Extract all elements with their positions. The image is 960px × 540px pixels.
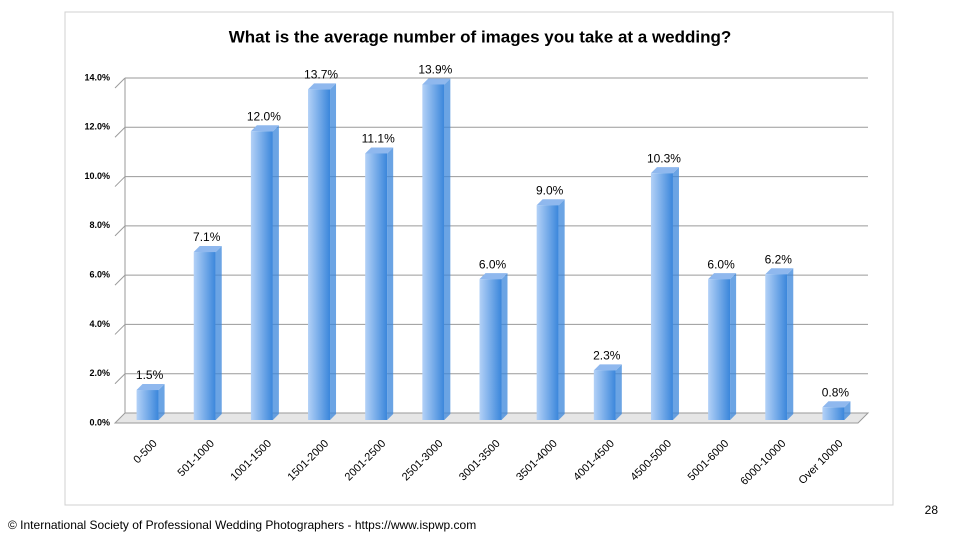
- bar-top: [536, 199, 565, 206]
- bar: [136, 384, 165, 420]
- bar-front: [765, 274, 788, 420]
- y-tick-label: 10.0%: [84, 171, 110, 181]
- y-tick-label: 4.0%: [89, 319, 110, 329]
- bar-front: [479, 279, 502, 420]
- bar-front: [365, 153, 388, 420]
- bar-top: [822, 401, 851, 408]
- y-tick-label: 8.0%: [89, 220, 110, 230]
- grid-tick: [114, 126, 126, 138]
- value-label: 7.1%: [193, 230, 221, 244]
- bar-side: [844, 401, 851, 420]
- value-label: 6.2%: [765, 252, 793, 266]
- bar-top: [365, 147, 394, 154]
- bar-side: [558, 199, 565, 420]
- bar: [822, 401, 851, 420]
- bar-front: [250, 131, 273, 421]
- bar-side: [387, 147, 394, 420]
- bar-front: [822, 407, 845, 420]
- y-tick-label: 12.0%: [84, 122, 110, 132]
- value-label: 11.1%: [362, 132, 395, 146]
- bar: [479, 273, 508, 420]
- bar-front: [536, 205, 559, 420]
- bar-front: [136, 390, 159, 420]
- bar-front: [308, 89, 331, 421]
- bar-front: [593, 370, 616, 420]
- bar: [708, 273, 737, 420]
- grid-tick: [114, 373, 126, 385]
- y-tick-label: 2.0%: [89, 368, 110, 378]
- value-label: 13.9%: [418, 63, 452, 77]
- bar-side: [444, 78, 451, 420]
- value-label: 6.0%: [479, 257, 507, 271]
- bar: [593, 364, 622, 420]
- bar-top: [765, 268, 794, 275]
- bar-front: [708, 279, 731, 420]
- value-label: 10.3%: [647, 151, 681, 165]
- bar-top: [136, 384, 165, 391]
- y-tick-label: 6.0%: [89, 270, 110, 280]
- bar: [193, 246, 222, 420]
- bar-top: [479, 273, 508, 280]
- bar: [536, 199, 565, 420]
- bar: [422, 78, 451, 420]
- bar-top: [593, 364, 622, 371]
- page-number: 28: [925, 503, 939, 517]
- value-label: 12.0%: [247, 109, 281, 123]
- y-tick-label: 14.0%: [84, 72, 110, 82]
- bar: [365, 147, 394, 420]
- value-label: 6.0%: [707, 257, 735, 271]
- bar-top: [708, 273, 737, 280]
- bar: [250, 125, 279, 421]
- value-label: 1.5%: [136, 368, 164, 382]
- bar-side: [672, 167, 679, 420]
- grid-tick: [114, 324, 126, 335]
- bar-side: [615, 364, 622, 420]
- value-label: 9.0%: [536, 183, 564, 197]
- chart-title: What is the average number of images you…: [229, 27, 732, 46]
- bar: [765, 268, 794, 420]
- bar-side: [215, 246, 222, 420]
- value-label: 13.7%: [304, 68, 338, 82]
- grid-tick: [114, 274, 126, 286]
- grid-tick: [114, 77, 126, 89]
- value-label: 0.8%: [822, 385, 850, 399]
- bar-side: [730, 273, 737, 420]
- bar-front: [650, 173, 673, 420]
- bar-top: [422, 78, 451, 85]
- value-label: 2.3%: [593, 348, 621, 362]
- bar-front: [193, 252, 216, 420]
- grid-tick: [114, 176, 126, 187]
- grid-tick: [114, 225, 126, 237]
- footer: © International Society of Professional …: [8, 518, 476, 532]
- bar-top: [193, 246, 222, 253]
- bar-top: [650, 167, 679, 174]
- bar: [308, 83, 337, 421]
- bar-side: [158, 384, 165, 420]
- bar: [650, 167, 679, 420]
- bar-top: [308, 83, 337, 90]
- y-tick-label: 0.0%: [89, 417, 110, 427]
- bar-side: [272, 125, 279, 421]
- bar-front: [422, 84, 445, 420]
- bar-top: [250, 125, 279, 132]
- bar-side: [501, 273, 508, 420]
- bar-side: [330, 83, 337, 421]
- bar-side: [787, 268, 794, 420]
